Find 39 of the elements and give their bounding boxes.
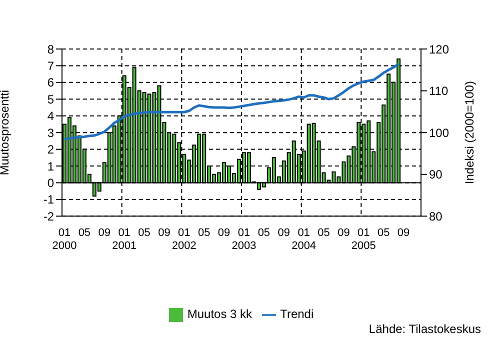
x-tick-label: 01 2000 xyxy=(52,227,77,252)
y-tick-label: -2 xyxy=(43,209,54,224)
y-tick-label: 3 xyxy=(47,126,54,140)
x-tick-label: 09 xyxy=(98,227,111,240)
x-tick-label: 09 xyxy=(278,227,290,240)
y2-tick-label: 100 xyxy=(429,126,450,140)
x-tick-label: 05 xyxy=(318,227,330,240)
x-tick-label: 05 xyxy=(258,227,270,240)
x-tick-label: 05 xyxy=(78,227,91,240)
y-tick-label: 0 xyxy=(47,176,54,190)
y-tick-label: 1 xyxy=(47,159,54,174)
x-tick-label: 09 xyxy=(158,227,170,240)
legend-label: Muutos 3 kk xyxy=(187,307,252,322)
x-tick-label: 01 2003 xyxy=(232,227,256,252)
x-tick-label: 05 xyxy=(198,227,210,240)
y-tick-label: 7 xyxy=(47,58,54,73)
y2-tick-label: 110 xyxy=(429,84,448,98)
y-tick-label: 8 xyxy=(47,42,54,56)
y-axis-title: Muutosprosentti xyxy=(0,90,12,176)
x-tick-label: 05 xyxy=(377,227,390,240)
x-tick-label: 01 2001 xyxy=(112,227,137,252)
legend-label: Trendi xyxy=(280,307,314,322)
x-tick-label: 01 2004 xyxy=(292,227,316,252)
x-tick-label: 09 xyxy=(338,227,350,240)
x-tick-label: 09 xyxy=(218,227,230,240)
y2-tick-label: 80 xyxy=(429,209,443,224)
x-tick-label: 01 2002 xyxy=(172,227,196,252)
y2-tick-label: 90 xyxy=(429,168,443,182)
y2-axis-title: Indeksi (2000=100) xyxy=(462,81,476,184)
y-tick-label: 6 xyxy=(47,76,54,90)
x-tick-label: 09 xyxy=(397,227,410,240)
y-tick-label: 5 xyxy=(47,92,54,106)
x-tick-label: 01 2005 xyxy=(351,227,376,252)
y-tick-label: 4 xyxy=(47,109,54,124)
text: Lähde: Tilastokeskus xyxy=(368,322,481,336)
x-tick-label: 05 xyxy=(138,227,150,240)
y-tick-label: 2 xyxy=(47,142,54,157)
y2-tick-label: 120 xyxy=(429,42,450,56)
y-tick-label: -1 xyxy=(43,192,54,207)
